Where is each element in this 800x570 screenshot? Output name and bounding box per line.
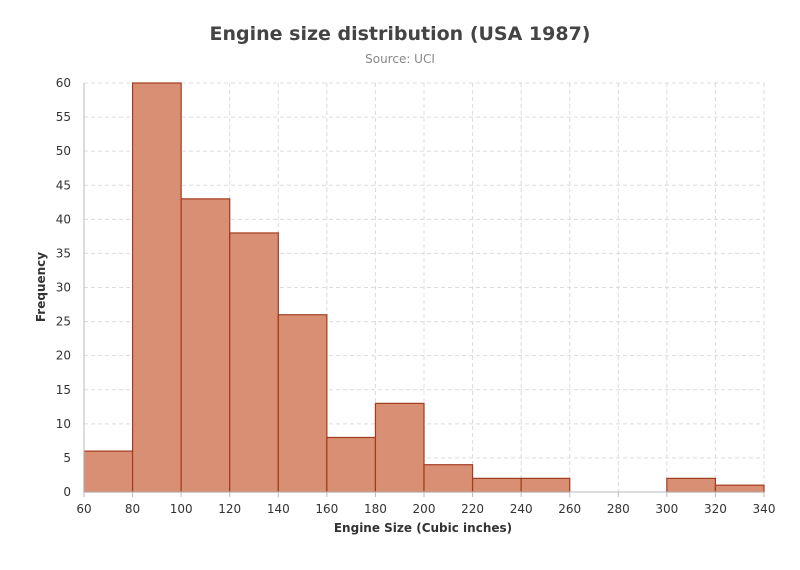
- x-tick-label: 300: [655, 502, 678, 516]
- histogram-bar[interactable]: [374, 402, 425, 493]
- y-tick-label: 60: [56, 76, 71, 90]
- chart-title: Engine size distribution (USA 1987): [209, 23, 590, 45]
- histogram-bar[interactable]: [277, 314, 328, 493]
- x-tick-label: 80: [125, 502, 140, 516]
- x-tick-label: 200: [413, 502, 436, 516]
- histogram-bar[interactable]: [520, 477, 571, 493]
- x-tick-label: 160: [315, 502, 338, 516]
- tick-layer: 0 5 10 15 20 25 30 35 40 45 50 55 60 60 80 100 120 140 160…: [56, 76, 776, 516]
- y-tick-label: 30: [56, 281, 71, 295]
- y-tick-label: 5: [63, 451, 71, 465]
- chart-subtitle: Source: UCI: [365, 52, 435, 66]
- y-tick-label: 50: [56, 144, 71, 158]
- histogram-bar[interactable]: [326, 436, 377, 493]
- histogram-bar[interactable]: [83, 450, 134, 493]
- x-tick-label: 140: [267, 502, 290, 516]
- y-tick-label: 0: [63, 485, 71, 499]
- y-tick-label: 40: [56, 212, 71, 226]
- x-tick-label: 220: [461, 502, 484, 516]
- histogram-bar[interactable]: [666, 477, 717, 493]
- y-tick-label: 10: [56, 417, 71, 431]
- histogram-bar[interactable]: [714, 484, 765, 493]
- y-tick-label: 35: [56, 246, 71, 260]
- y-tick-label: 45: [56, 178, 71, 192]
- histogram-bar[interactable]: [229, 232, 279, 493]
- x-tick-label: 180: [364, 502, 387, 516]
- bar-layer: [83, 82, 765, 493]
- histogram-bar[interactable]: [423, 464, 474, 493]
- x-tick-label: 240: [510, 502, 533, 516]
- axis-layer: [83, 83, 765, 497]
- y-axis-title: Frequency: [34, 252, 48, 322]
- x-tick-label: 100: [170, 502, 193, 516]
- y-tick-label: 20: [56, 349, 71, 363]
- y-tick-label: 25: [56, 315, 71, 329]
- x-tick-label: 280: [607, 502, 630, 516]
- y-tick-label: 55: [56, 110, 71, 124]
- histogram-bar[interactable]: [180, 198, 231, 493]
- x-tick-label: 340: [753, 502, 776, 516]
- histogram-bar[interactable]: [131, 82, 182, 493]
- x-tick-label: 320: [704, 502, 727, 516]
- x-tick-label: 60: [76, 502, 91, 516]
- x-tick-label: 260: [558, 502, 581, 516]
- histogram-bar[interactable]: [471, 477, 522, 493]
- x-tick-label: 120: [218, 502, 241, 516]
- x-axis-title: Engine Size (Cubic inches): [334, 521, 512, 535]
- y-tick-label: 15: [56, 383, 71, 397]
